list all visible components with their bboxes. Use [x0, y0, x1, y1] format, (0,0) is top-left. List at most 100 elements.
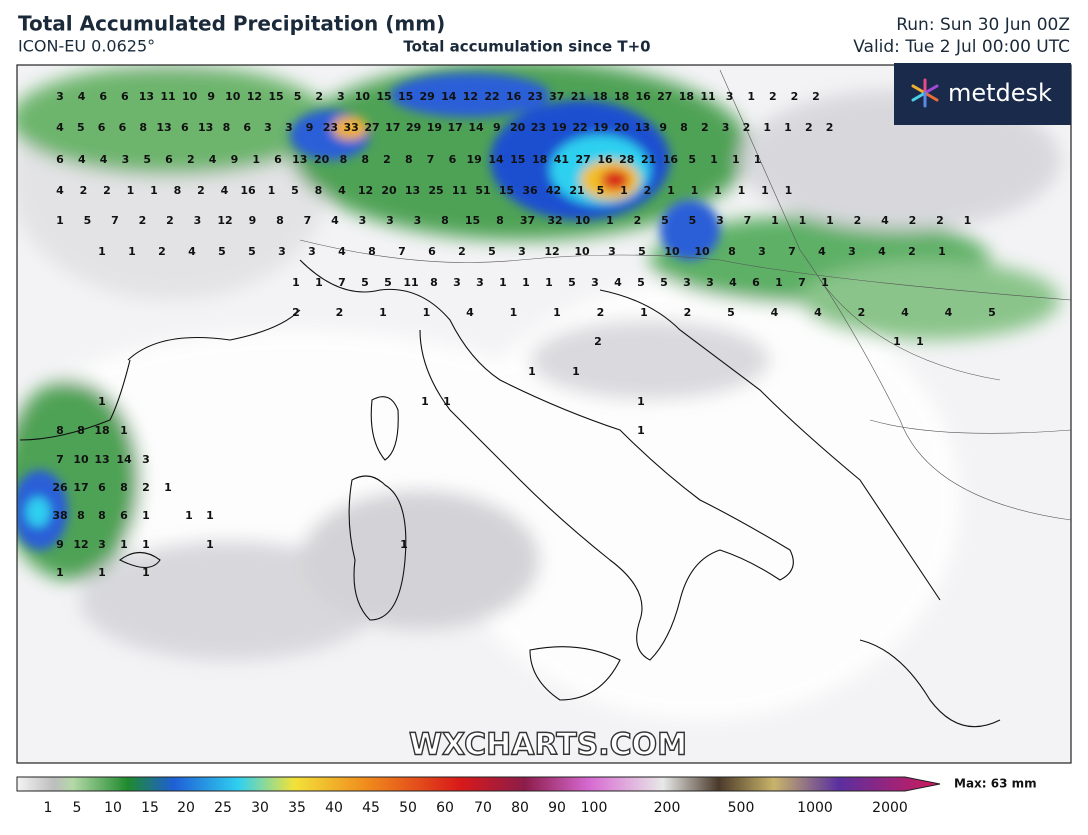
map-label: 2 — [743, 121, 751, 134]
map-label: 1 — [637, 395, 645, 408]
map-label: 16 — [597, 153, 613, 166]
map-label: 8 — [315, 184, 323, 197]
map-label: 5 — [988, 306, 996, 319]
map-label: 2 — [336, 306, 344, 319]
map-label: 1 — [142, 566, 150, 579]
map-label: 20 — [314, 153, 330, 166]
map-label: 3 — [608, 245, 616, 258]
map-label: 1 — [732, 153, 740, 166]
map-label: 2 — [197, 184, 205, 197]
map-label: 8 — [276, 214, 284, 227]
map-label: 1 — [206, 509, 214, 522]
model: ICON-EU 0.0625° — [18, 37, 155, 56]
map-label: 16 — [506, 90, 522, 103]
map-label: 22 — [572, 121, 587, 134]
map-label: 21 — [571, 90, 586, 103]
map-label: 1 — [738, 184, 746, 197]
map-label: 15 — [465, 214, 480, 227]
map-label: 37 — [549, 90, 564, 103]
map-label: 5 — [488, 245, 496, 258]
map-label: 5 — [638, 245, 646, 258]
map-label: 1 — [522, 276, 530, 289]
map-label: 13 — [94, 453, 109, 466]
map-label: 1 — [164, 481, 172, 494]
map-label: 7 — [398, 245, 406, 258]
colorbar-tick-label: 35 — [288, 800, 306, 816]
map-label: 3 — [414, 214, 422, 227]
colorbar — [16, 776, 941, 792]
map-label: 2 — [458, 245, 466, 258]
map-label: 4 — [338, 184, 346, 197]
map-label: 1 — [747, 90, 755, 103]
map-label: 1 — [710, 153, 718, 166]
map-label: 19 — [467, 153, 482, 166]
map-label: 10 — [664, 245, 680, 258]
valid: Valid: Tue 2 Jul 00:00 UTC — [853, 37, 1070, 57]
map-label: 1 — [691, 184, 699, 197]
map-label: 1 — [606, 214, 614, 227]
map-label: 2 — [854, 214, 862, 227]
map-label: 8 — [174, 184, 182, 197]
map-label: 12 — [544, 245, 559, 258]
map-label: 13 — [139, 90, 154, 103]
map-label: 1 — [98, 566, 106, 579]
map-label: 8 — [441, 214, 449, 227]
map-label: 1 — [799, 214, 807, 227]
map-label: 8 — [728, 245, 736, 258]
colorbar-tick-label: 50 — [399, 800, 417, 816]
map-label: 4 — [771, 306, 779, 319]
map-label: 1 — [421, 395, 429, 408]
map-label: 8 — [77, 424, 85, 437]
map-label: 1 — [292, 276, 300, 289]
map-label: 18 — [592, 90, 607, 103]
map-label: 14 — [468, 121, 484, 134]
map-label: 13 — [405, 184, 420, 197]
map-label: 8 — [430, 276, 438, 289]
map-label: 3 — [518, 245, 526, 258]
map-label: 5 — [660, 276, 668, 289]
map-label: 2 — [909, 214, 917, 227]
title: Total Accumulated Precipitation (mm) — [18, 12, 445, 36]
map-label: 4 — [221, 184, 229, 197]
map-label: 37 — [520, 214, 535, 227]
map-label: 4 — [901, 306, 909, 319]
map-label: 15 — [398, 90, 413, 103]
map-label: 1 — [667, 184, 675, 197]
map-label: 25 — [428, 184, 443, 197]
map-label: 18 — [679, 90, 694, 103]
map-label: 4 — [881, 214, 889, 227]
map-label: 19 — [593, 121, 608, 134]
map-label: 3 — [142, 453, 150, 466]
map-label: 5 — [688, 153, 696, 166]
colorbar-tick-label: 100 — [581, 800, 608, 816]
map-label: 6 — [752, 276, 760, 289]
map-label: 6 — [243, 121, 251, 134]
map-label: 1 — [553, 306, 561, 319]
map-label: 3 — [758, 245, 766, 258]
map-label: 12 — [247, 90, 262, 103]
map-label: 13 — [198, 121, 213, 134]
map-label: 11 — [700, 90, 715, 103]
map-label: 6 — [99, 90, 107, 103]
map-label: 29 — [420, 90, 435, 103]
watermark: WXCHARTS.COM — [409, 728, 687, 763]
map-label: 1 — [572, 365, 580, 378]
map-label: 4 — [814, 306, 822, 319]
map-label: 20 — [614, 121, 630, 134]
map-label: 5 — [384, 276, 392, 289]
map-label: 2 — [791, 90, 799, 103]
map-label: 3 — [56, 90, 64, 103]
map-label: 6 — [120, 509, 128, 522]
map-label: 2 — [187, 153, 195, 166]
map-frame — [16, 64, 1072, 764]
run: Run: Sun 30 Jun 00Z — [896, 15, 1070, 35]
map-label: 10 — [574, 245, 590, 258]
map-label: 19 — [427, 121, 442, 134]
map-label: 1 — [964, 214, 972, 227]
map-label: 3 — [359, 214, 367, 227]
map-label: 3 — [706, 276, 714, 289]
map-label: 41 — [554, 153, 569, 166]
map-label: 4 — [78, 153, 86, 166]
map-label: 1 — [637, 424, 645, 437]
